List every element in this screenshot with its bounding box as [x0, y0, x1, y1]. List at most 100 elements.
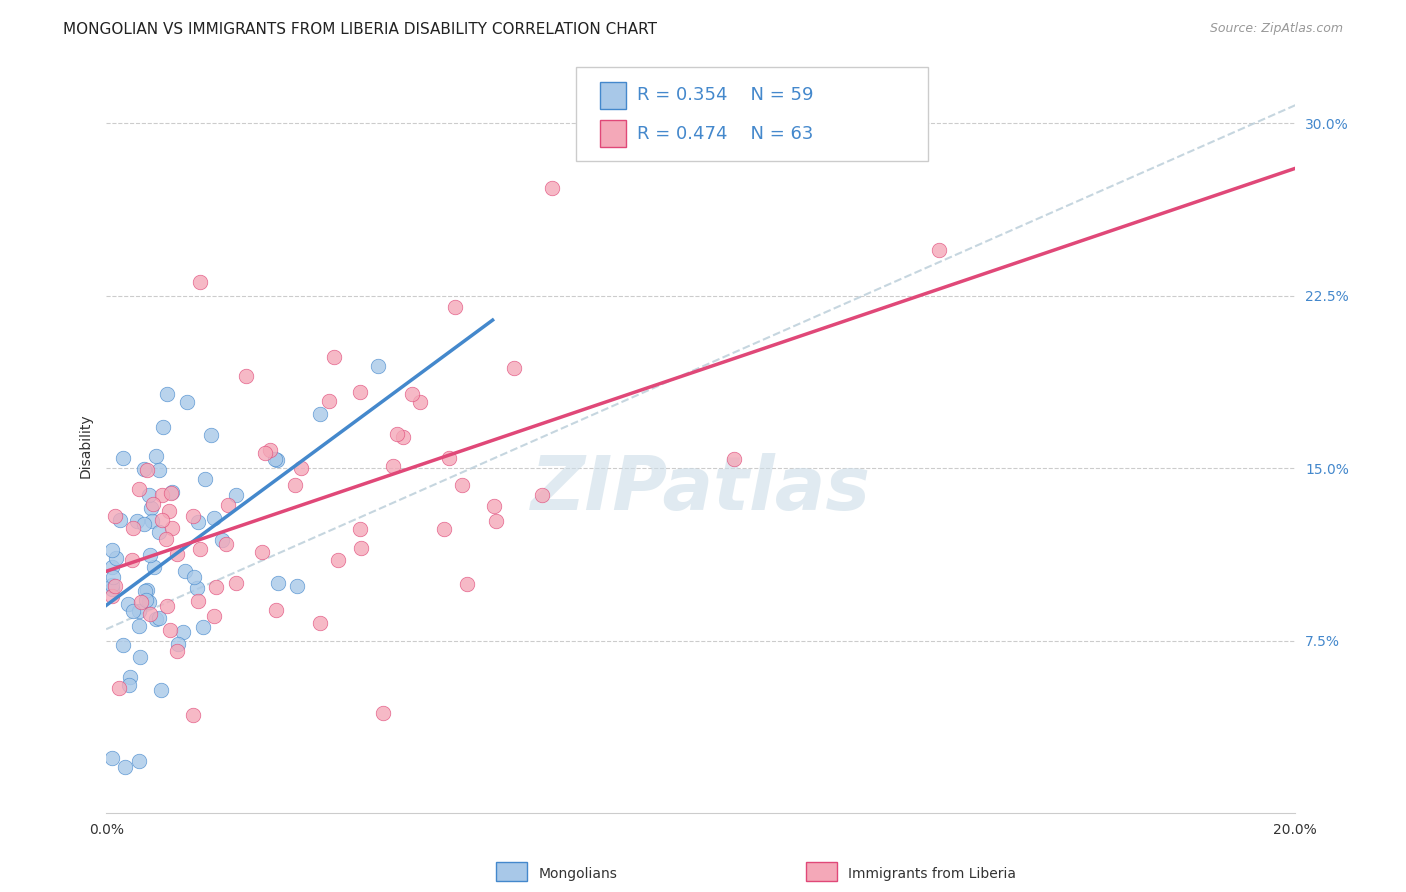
Point: [264, 452, 287, 467]
Point: [150, 682, 173, 697]
Point: [122, 604, 145, 618]
Point: [485, 514, 508, 528]
Point: [322, 350, 344, 364]
Point: [225, 576, 247, 591]
Point: [104, 579, 127, 593]
Point: [433, 522, 456, 536]
Point: [145, 612, 167, 626]
Point: [176, 395, 198, 409]
Point: [309, 407, 332, 421]
Point: [187, 594, 209, 608]
Point: [150, 513, 173, 527]
Point: [155, 533, 177, 547]
Point: [188, 275, 211, 289]
Point: [326, 552, 349, 566]
Point: [120, 670, 142, 684]
Point: [139, 607, 162, 621]
Point: [503, 360, 526, 375]
Point: [367, 359, 389, 374]
Point: [128, 604, 150, 618]
Point: [285, 579, 308, 593]
Point: [450, 477, 472, 491]
Point: [145, 450, 167, 464]
Point: [172, 625, 194, 640]
Point: [927, 243, 949, 257]
Point: [148, 463, 170, 477]
Text: Mongolians: Mongolians: [538, 867, 617, 881]
Point: [349, 523, 371, 537]
Point: [318, 394, 340, 409]
Point: [160, 485, 183, 500]
Point: [101, 590, 124, 604]
Point: [166, 547, 188, 561]
Point: [200, 428, 222, 442]
Point: [252, 544, 274, 558]
Y-axis label: Disability: Disability: [79, 413, 93, 477]
Point: [160, 521, 183, 535]
Point: [266, 603, 288, 617]
Point: [444, 300, 467, 314]
Point: [152, 420, 174, 434]
Point: [138, 488, 160, 502]
Point: [183, 570, 205, 584]
Point: [121, 553, 143, 567]
Point: [191, 620, 214, 634]
Point: [134, 461, 156, 475]
Point: [531, 488, 554, 502]
Point: [409, 395, 432, 409]
Point: [439, 450, 461, 465]
Point: [108, 681, 131, 696]
Point: [159, 623, 181, 637]
Point: [134, 516, 156, 531]
Point: [101, 570, 124, 584]
Point: [309, 616, 332, 631]
Point: [135, 593, 157, 607]
Point: [181, 708, 204, 723]
Text: ZIPatlas: ZIPatlas: [530, 453, 870, 526]
Point: [142, 497, 165, 511]
Point: [349, 385, 371, 400]
Point: [101, 560, 124, 574]
Point: [136, 582, 159, 597]
Point: [225, 488, 247, 502]
Point: [141, 514, 163, 528]
Point: [129, 650, 152, 665]
Text: Immigrants from Liberia: Immigrants from Liberia: [848, 867, 1015, 881]
Point: [167, 637, 190, 651]
Point: [128, 482, 150, 496]
Point: [202, 609, 225, 624]
Point: [117, 597, 139, 611]
Point: [266, 576, 288, 591]
Point: [202, 511, 225, 525]
Point: [205, 580, 228, 594]
Point: [215, 537, 238, 551]
Point: [143, 560, 166, 574]
Point: [129, 594, 152, 608]
Point: [183, 509, 205, 524]
Point: [156, 599, 179, 613]
Point: [284, 478, 307, 492]
Point: [101, 582, 124, 596]
Text: R = 0.474    N = 63: R = 0.474 N = 63: [637, 125, 813, 143]
Point: [111, 450, 134, 465]
Point: [136, 463, 159, 477]
Point: [187, 515, 209, 529]
Point: [101, 577, 124, 591]
Text: MONGOLIAN VS IMMIGRANTS FROM LIBERIA DISABILITY CORRELATION CHART: MONGOLIAN VS IMMIGRANTS FROM LIBERIA DIS…: [63, 22, 657, 37]
Point: [118, 678, 141, 692]
Point: [112, 638, 135, 652]
Point: [350, 541, 373, 556]
Point: [723, 452, 745, 467]
Point: [166, 644, 188, 658]
Point: [128, 755, 150, 769]
Point: [141, 500, 163, 515]
Point: [217, 498, 239, 512]
Point: [194, 473, 217, 487]
Point: [541, 181, 564, 195]
Point: [159, 504, 181, 518]
Point: [152, 488, 174, 502]
Text: Source: ZipAtlas.com: Source: ZipAtlas.com: [1209, 22, 1343, 36]
Point: [148, 611, 170, 625]
Point: [259, 443, 281, 458]
Point: [254, 446, 277, 460]
